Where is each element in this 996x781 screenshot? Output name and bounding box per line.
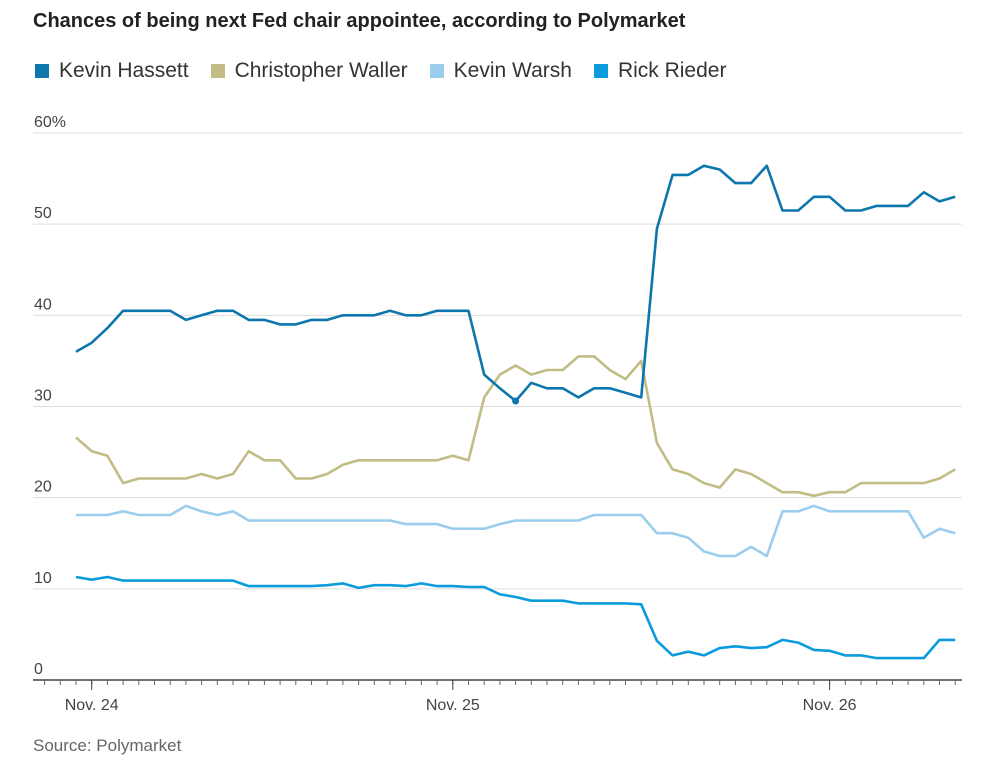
legend-swatch: [593, 64, 608, 78]
y-tick-label: 50: [34, 205, 52, 222]
x-tick-label: Nov. 24: [65, 697, 119, 714]
legend-label: Christopher Waller: [234, 59, 408, 82]
highlight-point: [512, 397, 520, 405]
legend-swatch: [35, 64, 49, 78]
legend-label: Kevin Warsh: [453, 59, 572, 82]
series-line-rick-rieder: [75, 575, 956, 660]
y-tick-label: 60%: [34, 114, 66, 131]
y-tick-label: 30: [34, 388, 52, 405]
legend: Kevin Hassett Christopher Waller Kevin W…: [35, 59, 726, 83]
legend-item-waller: Christopher Waller: [210, 59, 408, 83]
legend-item-hassett: Kevin Hassett: [35, 59, 189, 83]
legend-item-warsh: Kevin Warsh: [429, 59, 572, 83]
chart-title: Chances of being next Fed chair appointe…: [33, 10, 686, 32]
y-tick-label: 40: [34, 296, 52, 313]
y-tick-label: 10: [34, 570, 52, 587]
legend-swatch: [210, 64, 225, 78]
source-note: Source: Polymarket: [33, 736, 182, 755]
series-line-kevin-warsh: [76, 504, 956, 558]
x-tick-label: Nov. 25: [426, 697, 480, 714]
series-line-christopher-waller: [75, 355, 956, 498]
y-tick-label: 0: [34, 661, 43, 678]
legend-item-rieder: Rick Rieder: [593, 59, 727, 83]
x-tick-label: Nov. 26: [803, 697, 857, 714]
legend-label: Rick Rieder: [617, 59, 727, 82]
legend-swatch: [429, 64, 444, 78]
legend-label: Kevin Hassett: [59, 59, 189, 82]
y-tick-label: 20: [34, 479, 52, 496]
